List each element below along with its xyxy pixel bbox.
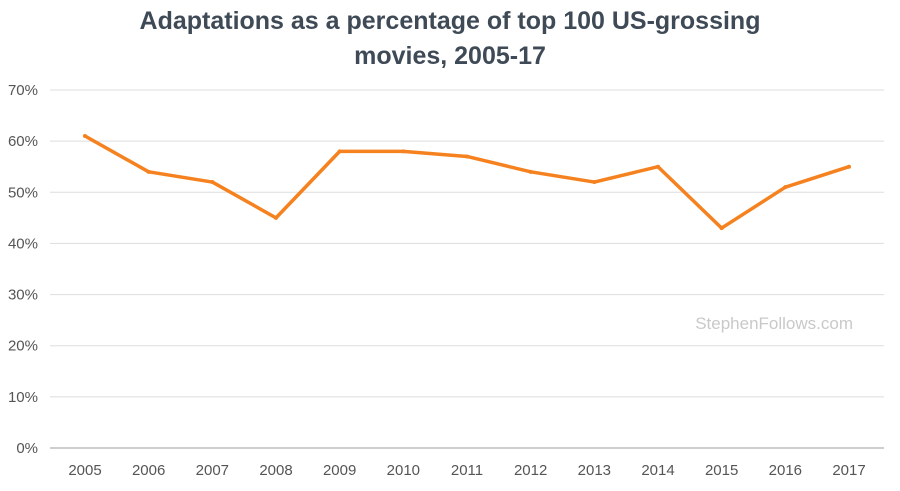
data-point [210, 180, 215, 185]
series-line [83, 134, 851, 230]
x-tick-label: 2005 [68, 462, 101, 479]
x-tick-label: 2012 [514, 462, 547, 479]
data-point [274, 215, 278, 220]
x-tick-label: 2007 [196, 462, 229, 479]
data-point [465, 154, 469, 159]
x-tick-label: 2015 [705, 462, 738, 479]
x-tick-label: 2014 [641, 462, 674, 479]
data-point [847, 164, 851, 169]
watermark: StephenFollows.com [695, 314, 853, 333]
y-tick-label: 0% [16, 440, 38, 457]
data-point [337, 149, 342, 154]
x-tick-label: 2008 [259, 462, 292, 479]
y-tick-label: 20% [8, 338, 38, 355]
x-axis-tick-labels: 2005 2006 2007 2008 2009 2010 2011 2012 2013 2014… [68, 462, 865, 479]
x-tick-label: 2010 [387, 462, 420, 479]
data-point [592, 180, 597, 185]
data-point [401, 149, 406, 154]
x-tick-label: 2017 [832, 462, 865, 479]
x-tick-label: 2011 [451, 462, 483, 479]
y-tick-label: 10% [8, 389, 38, 406]
x-tick-label: 2006 [132, 462, 165, 479]
series-group [83, 134, 851, 231]
data-point [719, 226, 724, 231]
gridlines [50, 89, 884, 449]
y-tick-label: 50% [8, 184, 38, 201]
y-tick-label: 70% [8, 82, 38, 99]
chart-title-line-2: movies, 2005-17 [354, 42, 546, 70]
data-point [528, 169, 533, 174]
data-point [146, 169, 151, 174]
data-point [83, 134, 87, 139]
chart-title-line-1: Adaptations as a percentage of top 100 U… [139, 7, 761, 35]
chart-title: Adaptations as a percentage of top 100 U… [0, 4, 900, 74]
y-tick-label: 40% [8, 235, 38, 252]
x-tick-label: 2009 [323, 462, 356, 479]
data-point [656, 164, 660, 169]
y-tick-label: 30% [8, 287, 38, 304]
x-tick-label: 2016 [769, 462, 802, 479]
data-point [783, 185, 788, 190]
y-tick-label: 60% [8, 133, 38, 150]
y-axis-tick-labels: 0% 10% 20% 30% 40% 50% 60% 70% [8, 82, 38, 457]
x-tick-label: 2013 [578, 462, 611, 479]
